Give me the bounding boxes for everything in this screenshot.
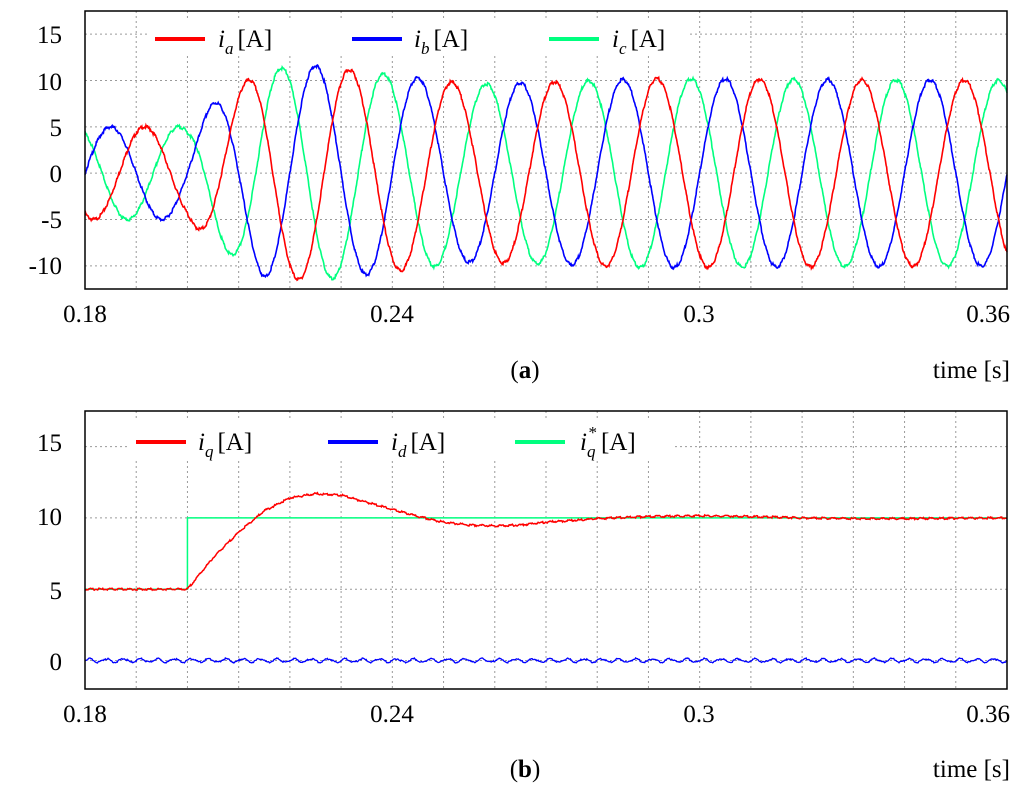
panel-a-ytick-m10: -10 [29,253,62,280]
panel-a-ytick-10: 10 [37,69,62,96]
panel-b-legend-bg [130,418,675,458]
panel-a-caption: (a) [510,357,539,384]
panel-b-lines [84,491,1008,664]
panel-a-xtick-018: 0.18 [63,301,107,328]
legend-b-label-iq: iq [A] [198,429,252,461]
panel-a-frame [84,10,1008,290]
legend-a-label-ia: ia [A] [218,26,272,58]
panel-b-ytick-0: 0 [50,649,63,676]
series-line-id [84,656,1008,664]
panel-b: iq [A] id [A] iq* [A] 15 10 5 0 0.18 0.24 0… [37,410,1010,783]
panel-a-ytick-0: 0 [50,161,63,188]
panel-a-ytick-15: 15 [37,22,62,49]
panel-a-time-label: time [s] [933,357,1010,384]
panel-b-xtick-036: 0.36 [966,701,1010,728]
panel-b-ytick-10: 10 [37,504,62,531]
panel-b-caption: (b) [510,756,541,783]
panel-b-ytick-15: 15 [37,430,62,457]
legend-b-label-iqref: iq* [A] [580,423,636,461]
panel-a-lines [84,64,1008,282]
panel-b-xtick-03: 0.3 [683,701,714,728]
panel-a: ia [A] ib [A] ic [A] 15 10 5 0 -5 -10 0.18 … [29,10,1010,384]
panel-a-xtick-03: 0.3 [683,301,714,328]
panel-a-legend-bg [150,20,690,56]
panel-b-ytick-5: 5 [50,578,63,605]
series-line-iq-ref [85,517,1007,590]
panel-b-time-label: time [s] [933,756,1010,783]
panel-a-legend: ia [A] ib [A] ic [A] [150,20,690,58]
panel-b-frame [84,410,1008,690]
legend-b-label-id: id [A] [391,429,445,461]
legend-a-label-ib: ib [A] [414,26,468,58]
legend-a-label-ic: ic [A] [612,26,665,58]
series-line-ib [84,64,1008,279]
panel-a-xtick-024: 0.24 [370,301,414,328]
panel-b-legend: iq [A] id [A] iq* [A] [130,418,675,461]
panel-b-xtick-018: 0.18 [63,701,107,728]
series-line-ia [84,68,1008,282]
panel-b-xtick-024: 0.24 [370,701,414,728]
series-line-iq [84,491,1008,592]
series-line-ic [84,65,1008,281]
panel-a-ytick-m5: -5 [41,207,62,234]
panel-a-ytick-5: 5 [50,115,63,142]
panel-a-xtick-036: 0.36 [966,301,1010,328]
